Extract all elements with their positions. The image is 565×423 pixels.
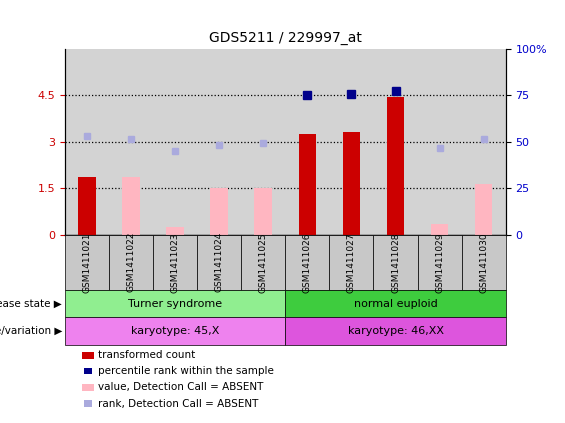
Text: GSM1411023: GSM1411023 bbox=[171, 232, 180, 293]
Text: normal euploid: normal euploid bbox=[354, 299, 437, 308]
Text: karyotype: 46,XX: karyotype: 46,XX bbox=[347, 326, 444, 336]
Text: GSM1411024: GSM1411024 bbox=[215, 232, 224, 292]
Bar bbox=[431, 224, 449, 235]
Text: transformed count: transformed count bbox=[98, 350, 195, 360]
Bar bbox=[254, 188, 272, 235]
Title: GDS5211 / 229997_at: GDS5211 / 229997_at bbox=[209, 31, 362, 45]
Text: GSM1411029: GSM1411029 bbox=[435, 232, 444, 293]
Bar bbox=[475, 184, 493, 235]
Text: GSM1411022: GSM1411022 bbox=[127, 232, 136, 292]
Bar bbox=[298, 134, 316, 235]
Text: GSM1411021: GSM1411021 bbox=[82, 232, 92, 293]
Bar bbox=[122, 177, 140, 235]
Text: Turner syndrome: Turner syndrome bbox=[128, 299, 222, 308]
Text: genotype/variation ▶: genotype/variation ▶ bbox=[0, 326, 62, 336]
Text: rank, Detection Call = ABSENT: rank, Detection Call = ABSENT bbox=[98, 398, 258, 409]
Text: percentile rank within the sample: percentile rank within the sample bbox=[98, 366, 273, 376]
Text: GSM1411027: GSM1411027 bbox=[347, 232, 356, 293]
Bar bbox=[386, 97, 405, 235]
Text: disease state ▶: disease state ▶ bbox=[0, 299, 62, 308]
Text: GSM1411030: GSM1411030 bbox=[479, 232, 488, 293]
Text: GSM1411028: GSM1411028 bbox=[391, 232, 400, 293]
Text: value, Detection Call = ABSENT: value, Detection Call = ABSENT bbox=[98, 382, 263, 393]
Text: GSM1411026: GSM1411026 bbox=[303, 232, 312, 293]
Bar bbox=[342, 132, 360, 235]
Bar bbox=[166, 227, 184, 235]
Text: karyotype: 45,X: karyotype: 45,X bbox=[131, 326, 219, 336]
Bar bbox=[78, 177, 96, 235]
Bar bbox=[210, 188, 228, 235]
Text: GSM1411025: GSM1411025 bbox=[259, 232, 268, 293]
